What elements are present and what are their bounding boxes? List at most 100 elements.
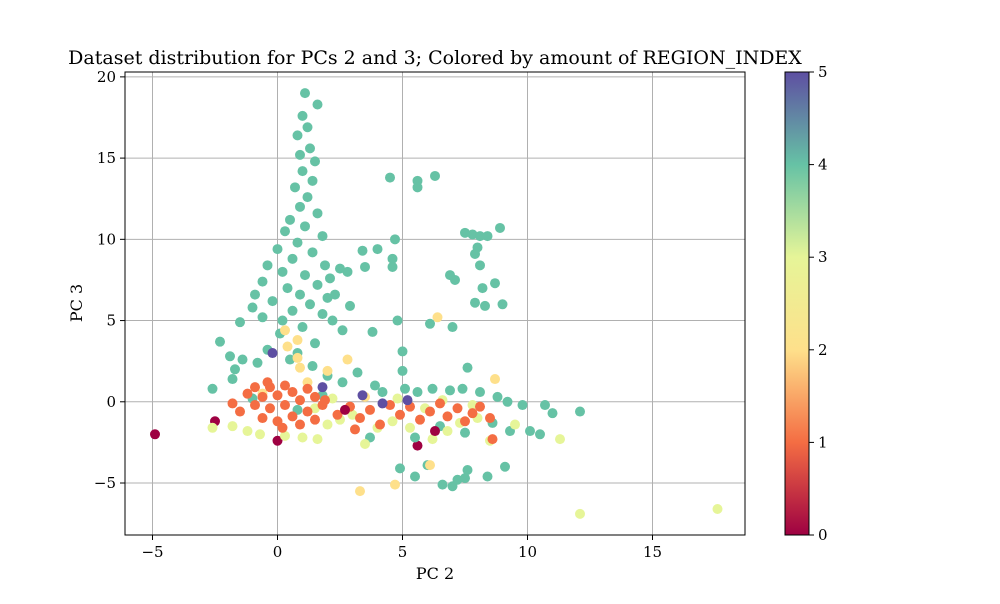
data-point — [370, 380, 380, 391]
data-point — [295, 419, 305, 430]
y-tick-label: 15 — [97, 149, 116, 167]
data-point — [292, 335, 303, 346]
data-point — [277, 266, 288, 277]
chart-title: Dataset distribution for PCs 2 and 3; Co… — [68, 47, 802, 69]
data-point — [375, 419, 385, 430]
data-point — [372, 244, 383, 255]
data-point — [387, 416, 398, 427]
data-point — [475, 401, 485, 412]
data-point — [482, 471, 493, 482]
data-point — [412, 182, 423, 193]
data-point — [412, 440, 423, 451]
data-point — [287, 253, 298, 264]
data-point — [427, 383, 438, 394]
data-point — [460, 227, 470, 238]
data-point — [385, 400, 395, 411]
data-point — [150, 429, 160, 440]
x-tick-label: 0 — [273, 543, 283, 561]
data-point — [490, 278, 500, 289]
y-tick-label: 0 — [106, 393, 116, 411]
data-point — [547, 408, 558, 419]
data-point — [342, 266, 353, 277]
y-tick-label: −5 — [94, 474, 116, 492]
data-point — [250, 400, 260, 411]
data-point — [502, 396, 513, 407]
data-point — [305, 143, 315, 154]
data-point — [477, 283, 488, 294]
data-point — [272, 244, 283, 255]
data-point — [397, 346, 408, 357]
data-point — [387, 253, 398, 264]
y-tick-label: 5 — [106, 312, 116, 330]
data-point — [445, 385, 455, 396]
data-point — [265, 403, 275, 414]
data-point — [337, 377, 348, 388]
data-point — [480, 300, 490, 311]
data-point — [302, 383, 313, 394]
data-point — [292, 237, 303, 248]
data-point — [252, 357, 263, 368]
data-point — [242, 426, 253, 437]
colorbar-tick-label: 5 — [818, 63, 828, 81]
x-tick-label: 10 — [518, 543, 537, 561]
data-point — [437, 479, 448, 490]
data-point — [535, 429, 545, 440]
data-point — [462, 362, 473, 373]
data-point — [207, 422, 218, 433]
data-point — [280, 400, 290, 411]
data-point — [215, 336, 225, 347]
data-point — [392, 315, 403, 326]
y-tick-label: 10 — [97, 230, 116, 248]
y-axis: −5 0 5 10 15 20 — [94, 68, 125, 492]
data-point — [317, 382, 328, 393]
data-point — [415, 414, 425, 425]
data-point — [267, 296, 278, 307]
data-point — [432, 312, 443, 323]
data-point — [327, 315, 338, 326]
data-point — [467, 400, 478, 411]
data-point — [555, 434, 565, 445]
data-point — [470, 297, 480, 308]
data-point — [387, 261, 398, 272]
data-point — [310, 391, 320, 402]
data-point — [250, 289, 260, 300]
data-point — [310, 156, 320, 167]
data-point — [287, 387, 298, 398]
data-point — [302, 192, 313, 203]
data-point — [575, 508, 585, 519]
data-point — [322, 419, 333, 430]
data-point — [425, 406, 435, 417]
data-point — [280, 380, 290, 391]
data-point — [410, 432, 420, 443]
data-point — [405, 422, 415, 433]
data-point — [295, 362, 305, 373]
data-point — [320, 260, 330, 271]
data-point — [285, 214, 295, 225]
data-point — [227, 374, 238, 385]
data-point — [300, 88, 310, 99]
data-point — [442, 411, 453, 422]
data-point — [377, 398, 388, 409]
data-point — [475, 260, 485, 271]
data-point — [467, 408, 478, 419]
data-point — [402, 395, 413, 406]
data-point — [250, 382, 260, 393]
data-point — [340, 404, 350, 415]
data-point — [352, 367, 363, 378]
data-point — [247, 302, 258, 313]
colorbar — [784, 71, 810, 536]
data-point — [345, 300, 355, 311]
data-point — [495, 222, 505, 233]
data-point — [280, 325, 290, 336]
data-point — [360, 261, 370, 272]
data-point — [425, 460, 435, 471]
data-point — [287, 305, 298, 316]
data-point — [302, 406, 313, 417]
data-point — [282, 283, 293, 294]
data-point — [310, 338, 320, 349]
data-point — [410, 471, 420, 482]
data-point — [460, 427, 470, 438]
data-point — [295, 395, 305, 406]
data-point — [365, 404, 375, 415]
